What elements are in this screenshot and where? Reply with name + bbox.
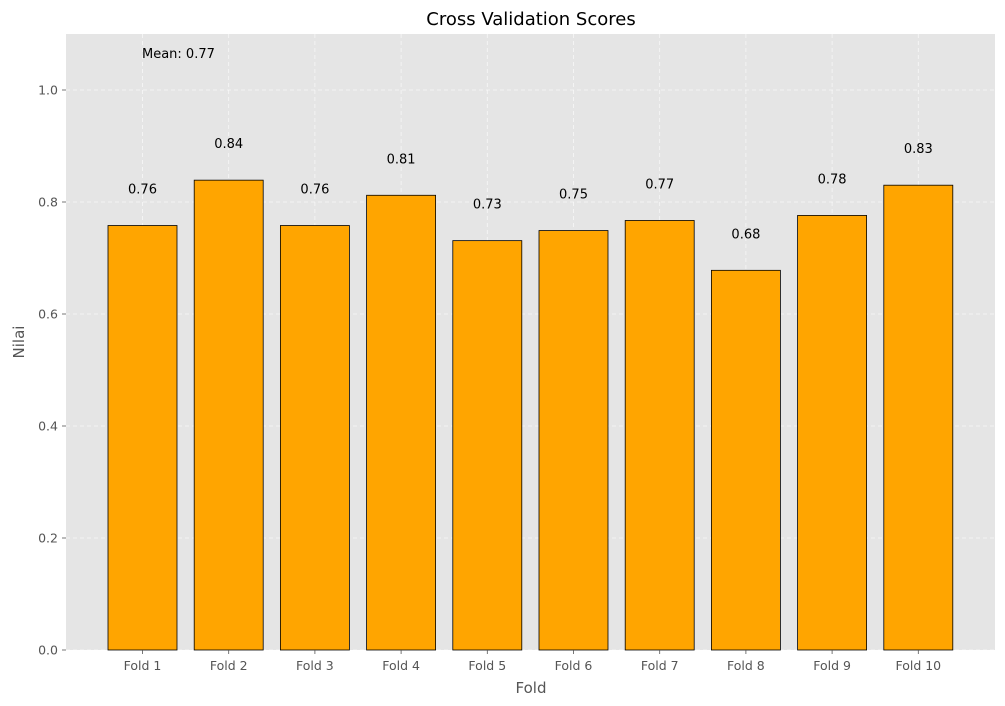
bar-fold-10	[883, 184, 954, 651]
data-label-fold-9: 0.78	[818, 172, 847, 187]
bars	[107, 179, 954, 651]
bar-fold-6	[538, 230, 609, 651]
y-tick-label-1: 0.2	[38, 531, 58, 546]
y-tick-label-2: 0.4	[38, 419, 58, 434]
data-label-fold-3: 0.76	[300, 183, 329, 198]
bar-fold-2	[193, 179, 264, 651]
data-label-fold-7: 0.77	[645, 177, 674, 192]
x-tick-label-fold-7: Fold 7	[641, 658, 679, 673]
data-labels: 0.76 0.84 0.76 0.81 0.73 0.75 0.77 0.68 0.78 0.83	[128, 137, 933, 242]
data-label-fold-6: 0.75	[559, 188, 588, 203]
data-label-fold-4: 0.81	[387, 152, 416, 167]
x-axis-label: Fold	[516, 679, 547, 697]
x-tick-label-fold-10: Fold 10	[895, 658, 941, 673]
data-label-fold-8: 0.68	[731, 227, 760, 242]
bar-fold-7	[624, 220, 695, 651]
y-tick-label-5: 1.0	[38, 83, 58, 98]
data-label-fold-5: 0.73	[473, 198, 502, 213]
y-tick-label-4: 0.8	[38, 195, 58, 210]
x-tick-label-fold-1: Fold 1	[124, 658, 162, 673]
data-label-fold-1: 0.76	[128, 183, 157, 198]
y-tick-label-0: 0.0	[38, 643, 58, 658]
bar-fold-3	[279, 225, 350, 651]
x-tick-label-fold-3: Fold 3	[296, 658, 334, 673]
y-axis-ticks: 0.0 0.2 0.4 0.6 0.8 1.0	[38, 83, 66, 658]
data-label-fold-10: 0.83	[904, 142, 933, 157]
y-tick-label-3: 0.6	[38, 307, 58, 322]
bar-fold-8	[711, 269, 781, 651]
x-axis-ticks: Fold 1 Fold 2 Fold 3 Fold 4 Fold 5 Fold 6 Fold…	[124, 650, 941, 673]
x-tick-label-fold-5: Fold 5	[468, 658, 506, 673]
bar-fold-9	[797, 215, 867, 651]
x-tick-label-fold-9: Fold 9	[813, 658, 851, 673]
chart-title: Cross Validation Scores	[426, 9, 635, 30]
bar-fold-5	[452, 240, 523, 651]
x-tick-label-fold-4: Fold 4	[382, 658, 420, 673]
mean-annotation: Mean: 0.77	[142, 47, 215, 62]
y-axis-label: Nilai	[10, 326, 28, 359]
bar-fold-1	[107, 225, 178, 651]
bar-fold-4	[366, 194, 437, 651]
data-label-fold-2: 0.84	[214, 137, 243, 152]
x-tick-label-fold-6: Fold 6	[555, 658, 593, 673]
x-tick-label-fold-8: Fold 8	[727, 658, 765, 673]
x-tick-label-fold-2: Fold 2	[210, 658, 248, 673]
